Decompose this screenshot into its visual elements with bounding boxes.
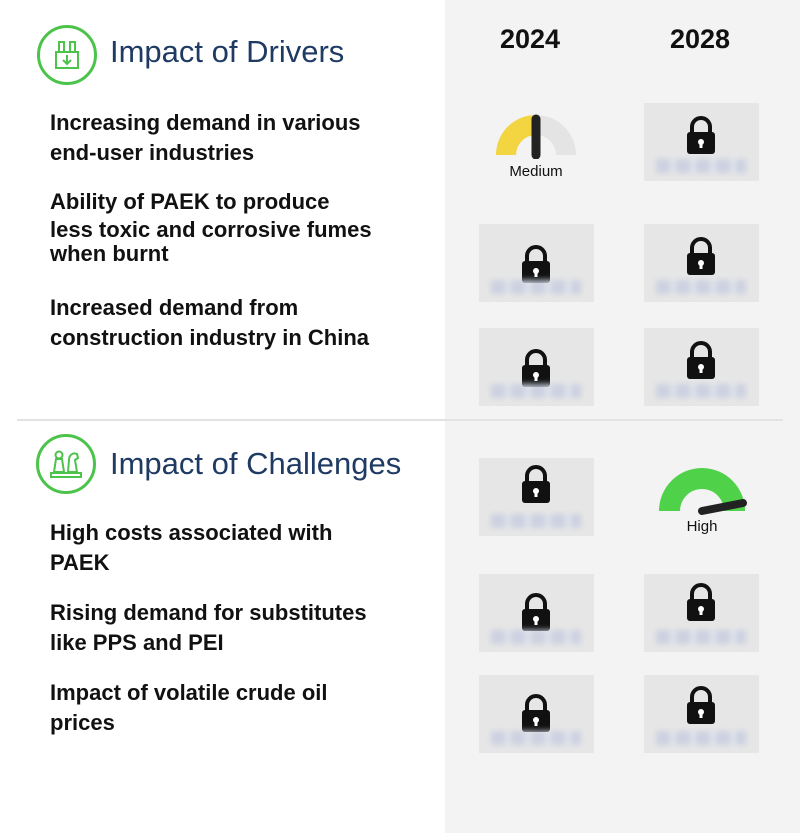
driver-item-1: Increasing demand in various end-user in…	[50, 108, 410, 168]
blurred-text	[491, 630, 581, 644]
blurred-text	[491, 731, 581, 745]
locked-value-driver-3-2028[interactable]	[644, 328, 759, 406]
challenges-title: Impact of Challenges	[110, 446, 402, 481]
lock-icon	[687, 116, 715, 154]
driver-item-1-line-2: end-user industries	[50, 140, 255, 165]
driver-item-1-line-1: Increasing demand in various	[50, 110, 361, 135]
drivers-title: Impact of Drivers	[110, 34, 345, 69]
locked-value-challenge-2-2024[interactable]	[479, 574, 594, 652]
driver-item-2-line-3: when burnt	[50, 241, 169, 266]
lock-icon	[687, 341, 715, 379]
blurred-text	[656, 384, 746, 398]
blurred-text	[656, 731, 746, 745]
lock-icon	[522, 245, 550, 283]
driver-item-3: Increased demand from construction indus…	[50, 293, 410, 353]
lock-icon	[687, 686, 715, 724]
locked-value-driver-3-2024[interactable]	[479, 328, 594, 406]
lock-icon	[522, 465, 550, 503]
locked-value-challenge-1-2024[interactable]	[479, 458, 594, 536]
locked-value-challenge-2-2028[interactable]	[644, 574, 759, 652]
lock-icon	[687, 237, 715, 275]
section-divider	[17, 419, 783, 421]
driver-item-2: Ability of PAEK to produce less toxic an…	[50, 188, 410, 268]
challenge-item-2-line-1: Rising demand for substitutes	[50, 600, 367, 625]
challenge-item-2: Rising demand for substitutes like PPS a…	[50, 598, 410, 658]
locked-value-driver-2-2024[interactable]	[479, 224, 594, 302]
blurred-text	[491, 384, 581, 398]
challenge-item-3-line-1: Impact of volatile crude oil	[50, 680, 328, 705]
blurred-text	[656, 280, 746, 294]
blurred-text	[491, 280, 581, 294]
locked-value-driver-1-2028[interactable]	[644, 103, 759, 181]
blurred-text	[656, 159, 746, 173]
high-gauge	[659, 468, 747, 515]
challenge-item-1-line-1: High costs associated with	[50, 520, 333, 545]
challenge-item-1: High costs associated with PAEK	[50, 518, 410, 578]
lock-icon	[522, 694, 550, 732]
year-2028-header: 2028	[669, 24, 731, 54]
chess-icon	[36, 434, 96, 494]
blurred-text	[656, 630, 746, 644]
locked-value-driver-2-2028[interactable]	[644, 224, 759, 302]
challenge-item-1-line-2: PAEK	[50, 550, 110, 575]
lock-icon	[522, 349, 550, 387]
high-gauge-label: High	[686, 518, 718, 535]
factory-icon	[37, 25, 97, 85]
lock-icon	[522, 593, 550, 631]
driver-item-3-line-2: construction industry in China	[50, 325, 370, 350]
driver-item-2-line-2: less toxic and corrosive fumes	[50, 217, 372, 242]
driver-item-2-line-1: Ability of PAEK to produce	[50, 189, 330, 214]
driver-item-3-line-1: Increased demand from	[50, 295, 299, 320]
year-2024-header: 2024	[499, 24, 561, 54]
medium-gauge-label: Medium	[509, 163, 563, 180]
medium-gauge	[496, 114, 576, 159]
locked-value-challenge-3-2028[interactable]	[644, 675, 759, 753]
lock-icon	[687, 583, 715, 621]
blurred-text	[491, 514, 581, 528]
locked-value-challenge-3-2024[interactable]	[479, 675, 594, 753]
challenge-item-2-line-2: like PPS and PEI	[50, 630, 224, 655]
challenge-item-3-line-2: prices	[50, 710, 115, 735]
challenge-item-3: Impact of volatile crude oil prices	[50, 678, 410, 738]
